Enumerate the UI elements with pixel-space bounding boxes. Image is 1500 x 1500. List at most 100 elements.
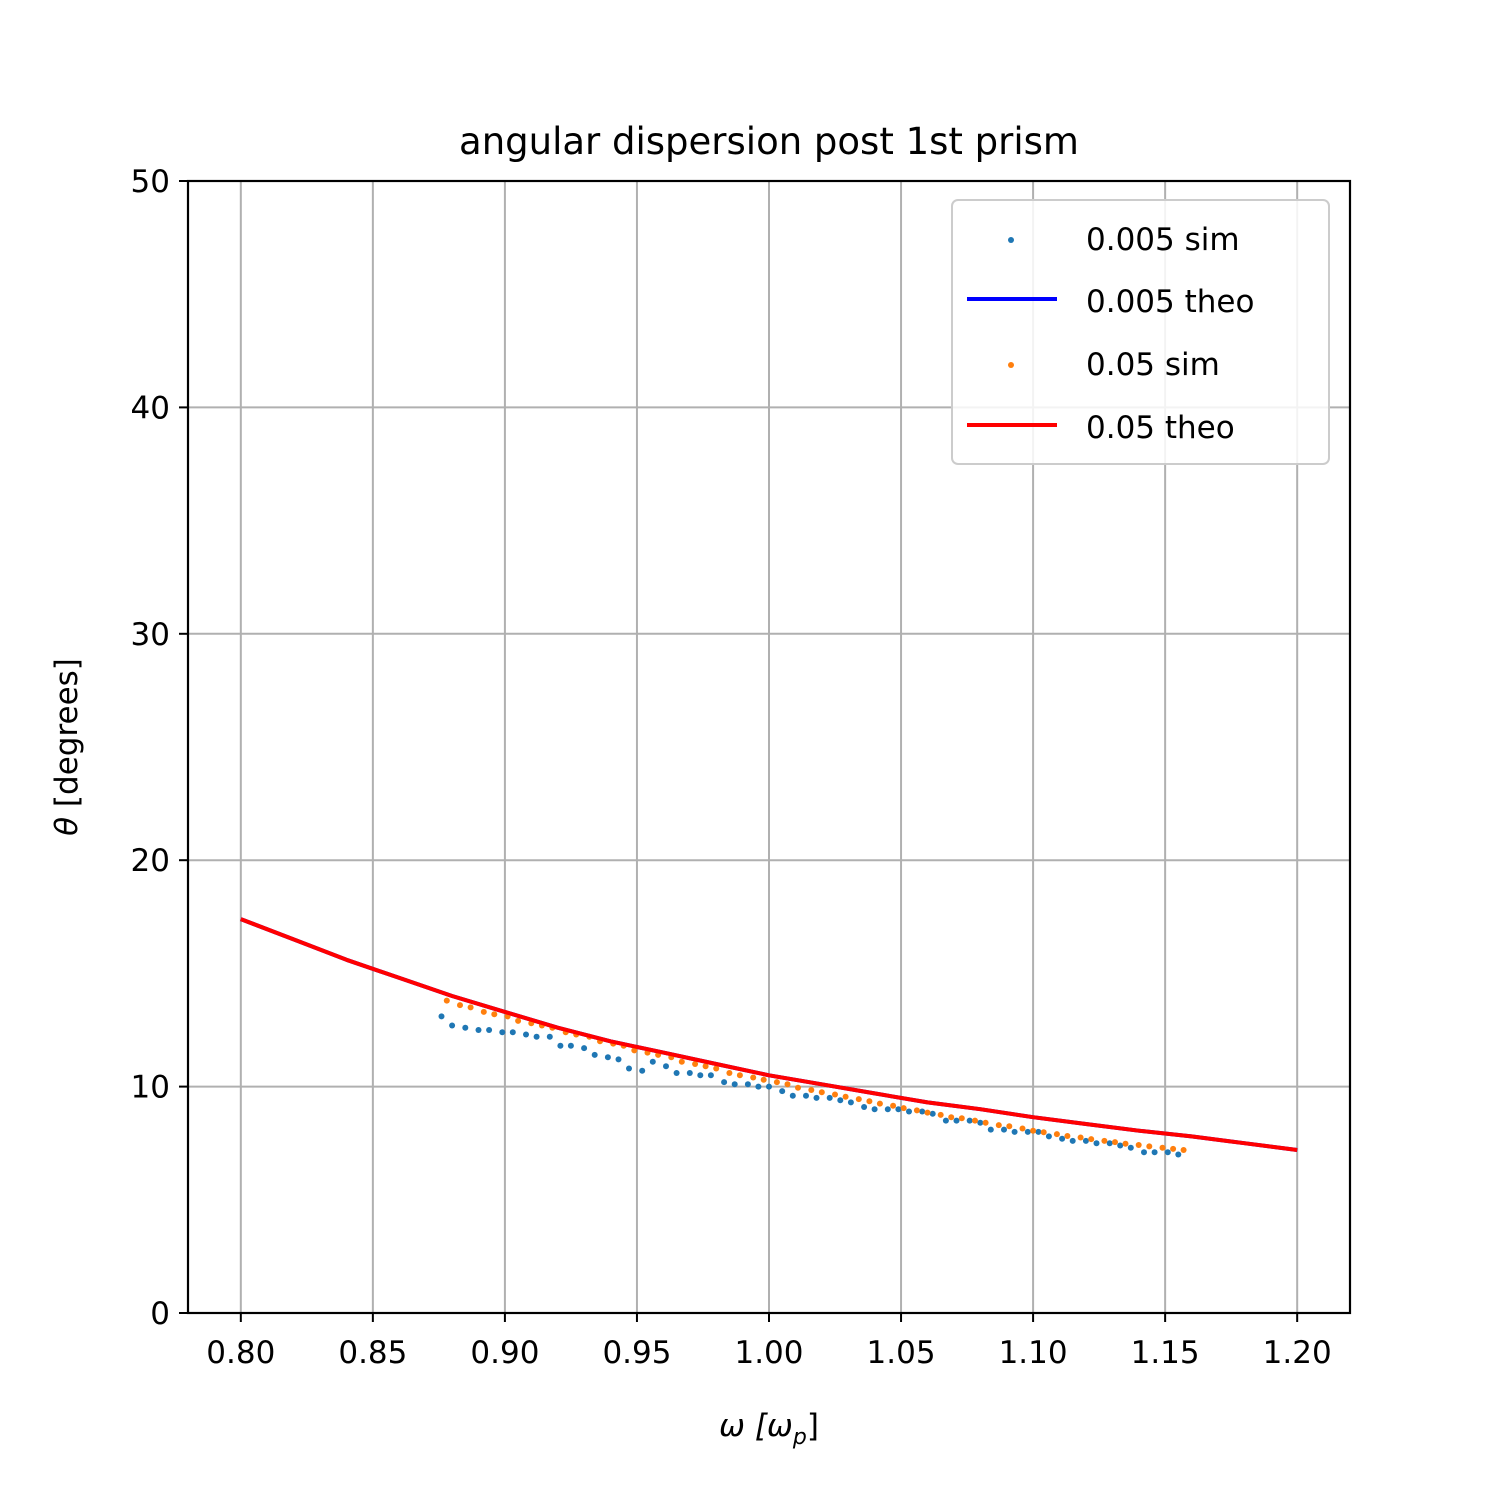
series-0-point <box>1164 1149 1171 1156</box>
series-0-point <box>837 1097 844 1104</box>
legend-marker-005-sim <box>1008 362 1014 368</box>
series-0-point <box>546 1033 553 1040</box>
series-2-point <box>1101 1137 1108 1144</box>
series-2-point <box>795 1084 801 1091</box>
series-0-point <box>942 1117 949 1124</box>
x-tick-label: 1.10 <box>999 1335 1068 1371</box>
x-tick-label: 1.20 <box>1263 1335 1332 1371</box>
legend: 0.005 sim 0.005 theo 0.05 sim 0.05 theo <box>951 199 1330 465</box>
y-tick-label: 0 <box>150 1296 170 1332</box>
series-0-point <box>581 1045 588 1052</box>
series-0-point <box>1082 1137 1089 1144</box>
series-0-point <box>462 1024 469 1031</box>
series-0-point <box>499 1029 506 1036</box>
y-tick-label: 20 <box>131 843 170 879</box>
series-2-point <box>876 1100 883 1107</box>
series-2-point <box>982 1119 989 1126</box>
series-0-point <box>438 1013 445 1020</box>
legend-label-005-theo: 0.05 theo <box>1086 410 1235 446</box>
series-2-point <box>1180 1147 1187 1153</box>
series-0-point <box>779 1088 786 1095</box>
series-0-point <box>1035 1128 1042 1135</box>
x-tick-label: 0.80 <box>206 1335 275 1371</box>
series-0-point <box>686 1070 693 1076</box>
series-0-point <box>449 1022 456 1029</box>
series-2-point <box>937 1111 944 1118</box>
series-0-point <box>1045 1133 1052 1140</box>
y-tick-label: 30 <box>131 617 170 653</box>
series-0-point <box>1011 1128 1018 1135</box>
series-0-point <box>639 1067 646 1074</box>
series-0-point <box>1141 1149 1147 1156</box>
series-2-point <box>1053 1131 1060 1138</box>
legend-box <box>951 199 1330 465</box>
x-tick-label: 1.15 <box>1131 1335 1200 1371</box>
data-layer <box>240 917 1298 1158</box>
series-0-point <box>1175 1151 1182 1158</box>
series-0-point <box>1117 1142 1124 1149</box>
series-0-point <box>604 1054 611 1061</box>
series-0-point <box>803 1092 809 1099</box>
series-2-point <box>866 1098 873 1105</box>
series-0-point <box>707 1072 714 1079</box>
series-0-point <box>1127 1144 1134 1151</box>
series-2-point <box>948 1114 955 1121</box>
series-0-point <box>766 1083 772 1090</box>
series-2-point <box>924 1109 931 1116</box>
series-2-point <box>760 1076 767 1083</box>
series-2-point <box>1088 1136 1095 1143</box>
series-2-point <box>1112 1139 1118 1146</box>
series-0-point <box>721 1079 728 1086</box>
series-0-point <box>1106 1140 1113 1147</box>
series-2-point <box>1030 1127 1037 1134</box>
series-0-point <box>789 1092 796 1099</box>
series-0-point <box>663 1063 669 1070</box>
series-2-point <box>818 1089 825 1096</box>
legend-label-0005-sim: 0.005 sim <box>1086 222 1240 258</box>
legend-label-0005-theo: 0.005 theo <box>1086 284 1254 320</box>
x-tick-label: 0.85 <box>338 1335 407 1371</box>
series-2-point <box>1159 1144 1166 1151</box>
series-2-point <box>890 1102 897 1109</box>
series-2-point <box>855 1096 862 1103</box>
series-2-point <box>972 1117 978 1124</box>
series-0-point <box>557 1042 564 1049</box>
series-2-point <box>443 997 450 1004</box>
series-0-point <box>1001 1126 1007 1133</box>
x-tick-label: 0.95 <box>602 1335 671 1371</box>
series-2-point <box>692 1061 699 1067</box>
series-0-point <box>744 1081 751 1088</box>
series-0-point <box>895 1106 902 1113</box>
series-2-point <box>515 1017 522 1024</box>
series-2-point <box>1064 1133 1071 1139</box>
series-2-point <box>995 1122 1002 1129</box>
x-tick-label: 1.00 <box>734 1335 803 1371</box>
series-2-point <box>631 1047 638 1054</box>
series-2-point <box>713 1065 720 1072</box>
series-0-point <box>567 1042 574 1049</box>
series-0-point <box>755 1083 762 1090</box>
series-2-point <box>736 1072 743 1079</box>
series-2-point <box>491 1011 498 1018</box>
series-2-point <box>467 1004 474 1011</box>
series-0-point <box>871 1106 878 1113</box>
series-2-point <box>457 1002 463 1009</box>
series-0-point <box>884 1106 891 1113</box>
series-line-3 <box>240 917 1298 1152</box>
series-2-point <box>1122 1140 1129 1147</box>
series-0-point <box>966 1117 973 1124</box>
series-0-point <box>626 1065 632 1072</box>
series-2-point <box>784 1081 791 1088</box>
y-tick-label: 40 <box>131 390 170 426</box>
series-0-point <box>847 1099 854 1106</box>
series-2-point <box>958 1115 965 1122</box>
series-2-point <box>1146 1143 1153 1150</box>
series-0-point <box>919 1108 926 1115</box>
series-0-point <box>697 1072 704 1079</box>
series-0-point <box>533 1033 540 1040</box>
series-0-point <box>953 1117 960 1124</box>
series-0-point <box>826 1094 833 1101</box>
series-0-point <box>523 1031 529 1038</box>
series-0-point <box>509 1029 516 1036</box>
